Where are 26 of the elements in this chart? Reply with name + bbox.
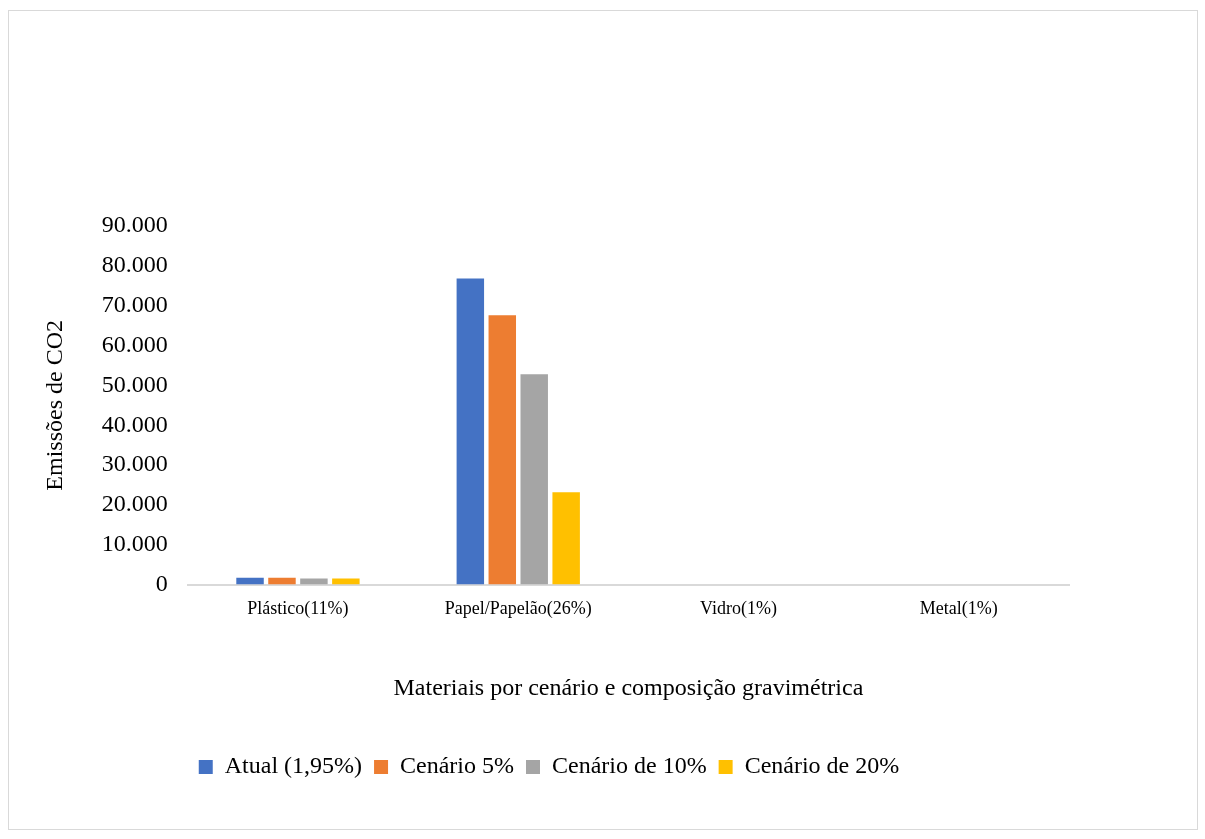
legend-label: Cenário de 20% bbox=[744, 752, 900, 779]
y-tick-label: 70.000 bbox=[101, 290, 168, 317]
y-tick-label: 20.000 bbox=[101, 490, 168, 517]
x-tick-label: Plástico(11%) bbox=[247, 598, 349, 620]
y-tick-label: 60.000 bbox=[101, 330, 168, 357]
bar bbox=[268, 577, 296, 585]
y-tick-label: 90.000 bbox=[101, 211, 168, 238]
y-tick-label: 80.000 bbox=[101, 251, 168, 278]
bar bbox=[488, 315, 517, 585]
x-tick-label: Vidro(1%) bbox=[700, 598, 777, 620]
y-axis-title: Emissões de CO2 bbox=[40, 319, 67, 491]
bar bbox=[456, 278, 485, 585]
bar bbox=[520, 374, 548, 585]
bar bbox=[552, 492, 580, 585]
legend-label: Atual (1,95%) bbox=[224, 752, 363, 779]
y-tick-label: 0 bbox=[155, 569, 168, 596]
legend-label: Cenário 5% bbox=[400, 752, 515, 779]
y-tick-label: 40.000 bbox=[101, 410, 168, 437]
x-axis-title: Materiais por cenário e composição gravimétrica bbox=[393, 673, 864, 700]
legend-label: Cenário de 10% bbox=[552, 752, 707, 779]
y-tick-label: 30.000 bbox=[101, 450, 168, 477]
x-tick-label: Metal(1%) bbox=[919, 598, 998, 620]
x-tick-label: Papel/Papelão(26%) bbox=[444, 598, 592, 620]
y-tick-label: 10.000 bbox=[101, 530, 168, 557]
bar bbox=[236, 577, 264, 585]
y-tick-label: 50.000 bbox=[101, 370, 168, 397]
